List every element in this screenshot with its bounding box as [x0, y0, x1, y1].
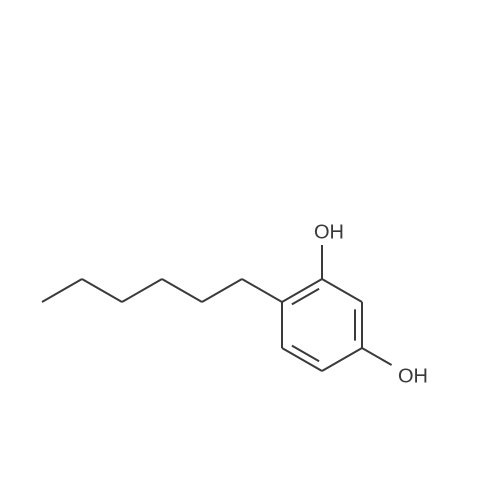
atom-label: OH [314, 221, 344, 243]
chemical-structure: OH OH [0, 0, 500, 500]
atom-label: OH [398, 365, 428, 387]
